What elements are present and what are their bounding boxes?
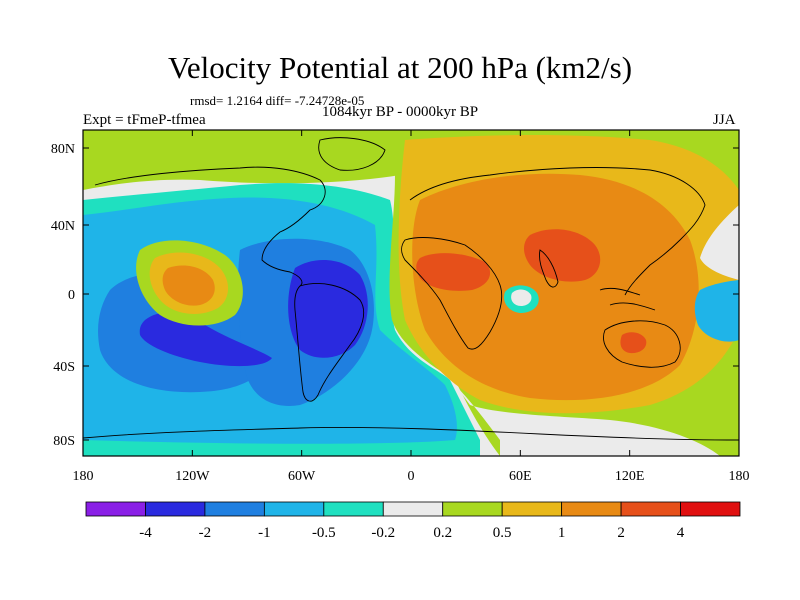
period-label: 1084kyr BP - 0000kyr BP xyxy=(322,104,479,120)
experiment-label: Expt = tFmeP-tfmea xyxy=(83,112,206,128)
coastline-antarctica xyxy=(83,427,739,441)
x-tick-label: 60E xyxy=(509,469,532,484)
colorbar-swatch xyxy=(323,501,384,517)
x-tick-label: 60W xyxy=(288,469,316,484)
colorbar: -4 -2 -1 -0.5 -0.2 0.2 0.5 1 2 4 xyxy=(85,501,741,541)
y-tick-label: 0 xyxy=(68,288,75,303)
field-indian-ocean-neutral xyxy=(511,289,532,306)
y-tick-label: 40S xyxy=(53,360,75,375)
coastline-africa xyxy=(401,237,503,350)
x-tick-label: 120W xyxy=(175,469,210,484)
colorbar-label: -0.2 xyxy=(371,525,395,541)
colorbar-label: -4 xyxy=(139,525,152,541)
coastline-australia xyxy=(603,320,681,368)
y-tick-label: 80N xyxy=(51,142,75,157)
map-title: Velocity Potential at 200 hPa (km2/s) xyxy=(167,50,633,85)
colorbar-swatch xyxy=(442,501,503,517)
x-tick-label: 120E xyxy=(615,469,645,484)
colorbar-label: -0.5 xyxy=(312,525,336,541)
coastline-eurasia xyxy=(409,167,706,296)
colorbar-label: 0.2 xyxy=(433,525,452,541)
colorbar-swatch xyxy=(501,501,563,517)
field-asia-strong xyxy=(524,229,601,282)
x-tick-label: 180 xyxy=(729,469,750,484)
colorbar-label: 2 xyxy=(617,525,625,541)
colorbar-swatch xyxy=(620,501,681,517)
colorbar-swatch xyxy=(561,501,622,517)
colorbar-label: 4 xyxy=(677,525,685,541)
field-australia-strong xyxy=(620,332,647,354)
field-east-pacific-positive-core xyxy=(162,265,215,306)
field-north-africa-strong xyxy=(416,253,491,291)
colorbar-label: 1 xyxy=(558,525,566,541)
stats-label: rmsd= 1.2164 diff= -7.24728e-05 xyxy=(190,93,365,108)
colorbar-label: 0.5 xyxy=(493,525,512,541)
axis-ticks: 180 120W 60W 0 60E 120E 180 80N 40N 0 40S 80S xyxy=(51,130,750,484)
coastline-india xyxy=(539,249,559,288)
colorbar-swatch xyxy=(85,501,146,517)
coastline-south-america xyxy=(294,283,364,402)
coastline-maritime-continent xyxy=(599,287,656,311)
field-pacific-negative-strong xyxy=(139,312,272,367)
colorbar-swatch xyxy=(382,501,444,517)
colorbar-swatch xyxy=(145,501,206,517)
colorbar-swatch xyxy=(204,501,265,517)
y-tick-label: 80S xyxy=(53,434,75,449)
coastlines xyxy=(83,137,739,441)
coastline-north-america xyxy=(94,166,326,287)
colorbar-swatch xyxy=(680,501,741,517)
season-label: JJA xyxy=(713,112,736,128)
colorbar-label: -1 xyxy=(258,525,271,541)
y-tick-label: 40N xyxy=(51,219,75,234)
field-southamerica-negative-strong xyxy=(288,259,368,358)
colorbar-label: -2 xyxy=(199,525,212,541)
contour-field xyxy=(83,130,739,456)
field-far-east-pacific-negative xyxy=(694,280,739,342)
field-far-east-pacific-neutral xyxy=(700,205,739,280)
coastline-greenland xyxy=(318,137,386,171)
x-tick-label: 0 xyxy=(408,469,415,484)
colorbar-swatch xyxy=(263,501,325,517)
x-tick-label: 180 xyxy=(73,469,94,484)
